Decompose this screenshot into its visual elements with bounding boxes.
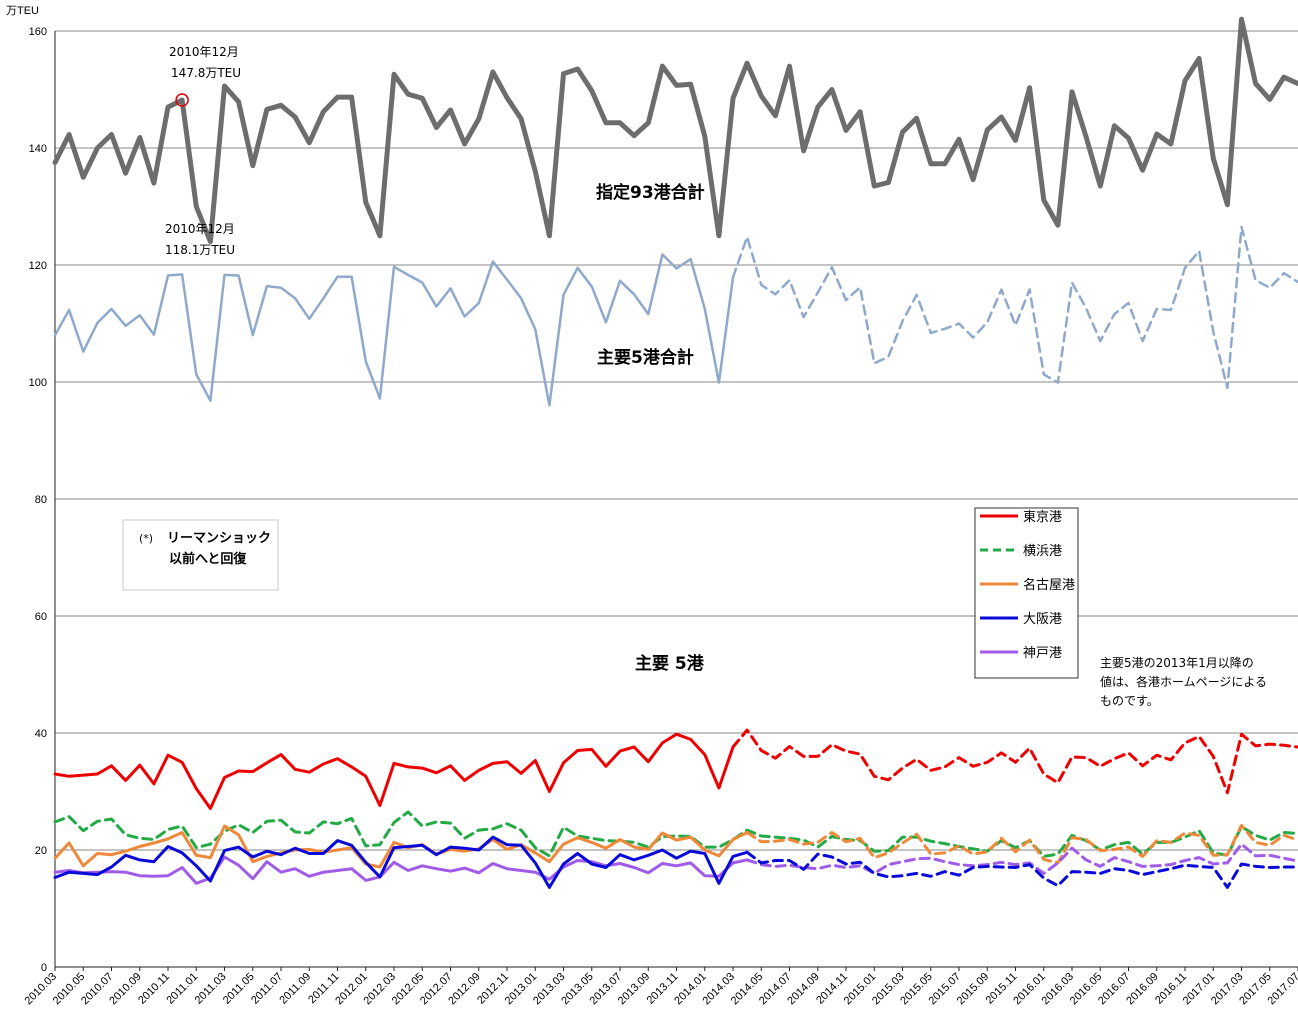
note-line-3: ものです。: [1100, 694, 1159, 708]
peak-total-value: 147.8万TEU: [171, 66, 241, 80]
y-tick-label: 120: [29, 260, 47, 272]
y-tick-label: 20: [35, 845, 47, 857]
peak-marker-circle: [175, 93, 189, 107]
y-tick-label: 40: [35, 728, 47, 740]
y-tick-label: 100: [29, 377, 47, 389]
series-2-line-dashed: [731, 728, 1298, 795]
lehman-note-box: (*) リーマンショック 以前へと回復: [122, 519, 279, 591]
series-4-line-dashed: [745, 823, 1298, 865]
series-1-line-solid: [53, 253, 735, 407]
note-line-2: 値は、各港ホームページによる: [1100, 674, 1267, 689]
y-tick-label: 140: [29, 143, 47, 155]
y-tick-label: 60: [35, 611, 47, 623]
peak-total-date: 2010年12月: [169, 45, 239, 59]
legend-box: [974, 507, 1079, 679]
series-0-group: [52, 16, 1298, 245]
grid-lines: [54, 30, 1298, 968]
peak5-value: 118.1万TEU: [165, 243, 235, 257]
series-6-line-solid: [53, 855, 749, 885]
lehman-mark: (*): [139, 532, 153, 545]
lehman-line2: 以前へと回復: [169, 551, 247, 567]
y-axis-ticks: 0 20 40 60 80 100 120 140 160: [29, 26, 47, 974]
legend-label: 横浜港: [1023, 544, 1062, 559]
series-1-line-dashed: [731, 225, 1298, 390]
y-axis-label: 万TEU: [6, 5, 39, 17]
series-5-line-solid: [53, 835, 749, 889]
lehman-line1: リーマンショック: [167, 531, 271, 546]
peak5-date: 2010年12月: [165, 222, 235, 236]
series-6-group: [53, 842, 1298, 885]
series-2-line-solid: [53, 732, 735, 810]
series-5-group: [53, 835, 1298, 889]
series-lines: [52, 16, 1298, 889]
label-5-ports: 主要 5港: [635, 653, 705, 674]
series-4-line-solid: [53, 824, 749, 869]
label-total-93: 指定93港合計: [596, 182, 705, 203]
legend-label: 神戸港: [1023, 646, 1062, 661]
legend-label: 大阪港: [1023, 612, 1062, 627]
legend-label: 名古屋港: [1023, 577, 1075, 593]
y-tick-label: 80: [35, 494, 47, 506]
series-2-group: [53, 728, 1298, 810]
legend-label: 東京港: [1023, 509, 1062, 525]
label-total-5: 主要5港合計: [597, 347, 694, 368]
series-4-group: [53, 823, 1298, 869]
y-tick-label: 0: [41, 962, 47, 974]
series-0-line: [52, 16, 1298, 245]
y-tick-label: 160: [29, 26, 47, 38]
series-5-line-dashed: [745, 850, 1298, 889]
series-1-group: [53, 225, 1298, 407]
series-6-line-dashed: [745, 842, 1298, 875]
note-line-1: 主要5港の2013年1月以降の: [1100, 656, 1254, 670]
